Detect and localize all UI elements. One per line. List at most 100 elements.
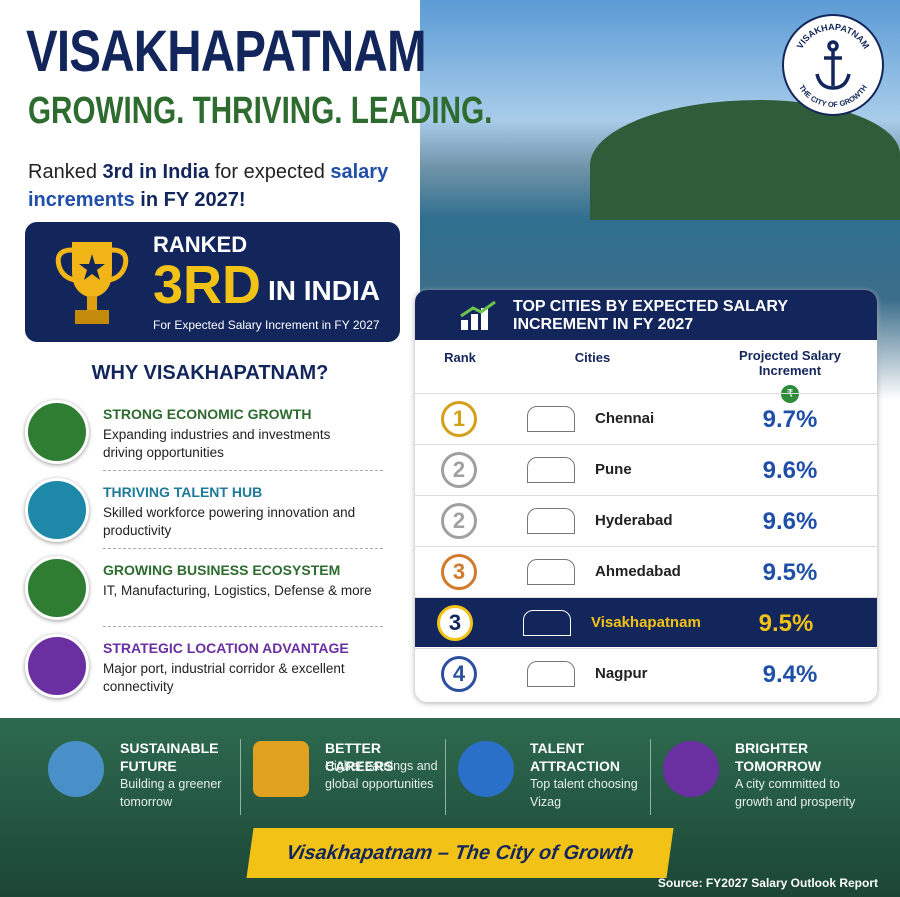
divider (445, 739, 446, 815)
rank: 2 (452, 508, 466, 533)
rank-badge: RANKED 3RD IN INDIA For Expected Salary … (25, 222, 400, 342)
increment: 9.5% (762, 559, 818, 586)
emblem-top: VISAKHAPATNAM (795, 22, 872, 51)
why-item-title: STRATEGIC LOCATION ADVANTAGE (103, 640, 349, 656)
intro-text: in FY 2027! (134, 189, 246, 211)
table-header: TOP CITIES BY EXPECTED SALARY INCREMENT … (415, 290, 877, 340)
divider (650, 739, 651, 815)
increment: 9.5% (758, 610, 814, 637)
why-item-desc: Expanding industries and investments dri… (103, 427, 331, 460)
city: Visakhapatnam (591, 614, 701, 631)
why-icon (25, 478, 89, 542)
why-icon (25, 400, 89, 464)
why-title: WHY VISAKHAPATNAM? (91, 362, 329, 384)
intro-text: Ranked (28, 161, 103, 183)
why-item: STRATEGIC LOCATION ADVANTAGE Major port, … (25, 630, 390, 706)
benefit-title: BRIGHTER TOMORROW (735, 740, 822, 774)
col-header: Projected Salary Increment (739, 348, 841, 378)
why-item-title: THRIVING TALENT HUB (103, 484, 263, 500)
benefit-title: SUSTAINABLE FUTURE (120, 740, 219, 774)
source: Source: FY2027 Salary Outlook Report (657, 876, 878, 890)
why-item: GROWING BUSINESS ECOSYSTEM IT, Manufactur… (25, 552, 390, 628)
rank-medal (441, 656, 477, 692)
rank: 3 (448, 610, 462, 635)
divider (103, 548, 383, 549)
rank: 3 (452, 559, 466, 584)
city: Pune (595, 461, 632, 478)
why-item: STRONG ECONOMIC GROWTH Expanding industri… (25, 396, 390, 472)
table-row: 2 Hyderabad 9.6% (415, 495, 877, 545)
rank-medal (437, 605, 473, 641)
benefit-icon (48, 741, 104, 797)
rank: 2 (452, 457, 466, 482)
currency-icon: ₹ (781, 385, 799, 403)
divider (103, 626, 383, 627)
benefit: BETTER CAREERS Higher earnings and global… (245, 735, 450, 825)
title: VISAKHAPATNAM (26, 19, 427, 84)
city: Hyderabad (595, 512, 673, 529)
why-icon (25, 556, 89, 620)
benefit-desc: A city committed to growth and prosperit… (735, 777, 856, 809)
slogan: Visakhapatnam – The City of Growth (246, 828, 674, 878)
ranking-table: TOP CITIES BY EXPECTED SALARY INCREMENT … (415, 290, 877, 702)
divider (103, 470, 383, 471)
why-item-desc: IT, Manufacturing, Logistics, Defense & … (103, 583, 372, 598)
benefit-desc: Higher earnings and global opportunities (325, 759, 438, 791)
why-item-title: STRONG ECONOMIC GROWTH (103, 406, 312, 422)
city: Ahmedabad (595, 563, 681, 580)
table-row: 4 Nagpur 9.4% (415, 648, 877, 698)
divider (240, 739, 241, 815)
why-item-desc: Skilled workforce powering innovation an… (103, 505, 356, 538)
why-item: THRIVING TALENT HUB Skilled workforce pow… (25, 474, 390, 550)
intro: Ranked 3rd in India for expected salary … (28, 158, 428, 214)
benefit: TALENT ATTRACTION Top talent choosing Viz… (450, 735, 655, 825)
emblem-art: VISAKHAPATNAM THE CITY OF GROWTH (795, 22, 872, 109)
city-icon (527, 457, 575, 483)
anchor (815, 40, 851, 90)
benefit-title: BETTER CAREERS (325, 740, 394, 774)
table-row: 2 Pune 9.6% (415, 444, 877, 494)
table-row: 3 Visakhapatnam 9.5% (415, 597, 877, 647)
increment: 9.4% (762, 661, 818, 688)
tagline: GROWING. THRIVING. LEADING. (28, 90, 493, 132)
benefit: BRIGHTER TOMORROW A city committed to gro… (655, 735, 860, 825)
emblem: VISAKHAPATNAM THE CITY OF GROWTH (782, 14, 884, 116)
city: Chennai (595, 410, 655, 427)
city-icon (523, 610, 571, 636)
city: Nagpur (595, 665, 648, 682)
badge-rank: 3RD (153, 255, 262, 315)
city-icon (527, 406, 575, 432)
rank-medal (441, 554, 477, 590)
benefit-icon (253, 741, 309, 797)
badge-ranked: RANKED (153, 232, 248, 257)
intro-highlight: salary increments (28, 161, 389, 211)
increment: 9.6% (762, 508, 818, 535)
rank: 1 (452, 406, 466, 431)
col-header: Cities (574, 350, 611, 365)
chart-icon (460, 300, 496, 330)
rank: 4 (452, 661, 466, 686)
table-row: 1 Chennai 9.7% (415, 393, 877, 443)
benefit-desc: Building a greener tomorrow (120, 777, 222, 809)
intro-highlight: 3rd in India (102, 161, 210, 183)
rank-medal (441, 503, 477, 539)
why-item-desc: Major port, industrial corridor & excell… (103, 661, 345, 694)
benefit-icon (458, 741, 514, 797)
increment: 9.7% (762, 406, 818, 433)
city-icon (527, 559, 575, 585)
benefit-desc: Top talent choosing Vizag (530, 777, 638, 809)
increment: 9.6% (762, 457, 818, 484)
rank-medal (441, 452, 477, 488)
benefit: SUSTAINABLE FUTURE Building a greener tom… (40, 735, 245, 825)
why-item-title: GROWING BUSINESS ECOSYSTEM (103, 562, 341, 578)
emblem-top-text: VISAKHAPATNAM (795, 22, 872, 51)
badge-note: For Expected Salary Increment in FY 2027 (153, 318, 380, 332)
table-row: 3 Ahmedabad 9.5% (415, 546, 877, 596)
city-icon (527, 661, 575, 687)
why-icon (25, 634, 89, 698)
table-title: TOP CITIES BY EXPECTED SALARY INCREMENT … (513, 298, 788, 333)
intro-text: for expected (209, 161, 331, 183)
trophy (55, 242, 129, 324)
benefit-icon (663, 741, 719, 797)
